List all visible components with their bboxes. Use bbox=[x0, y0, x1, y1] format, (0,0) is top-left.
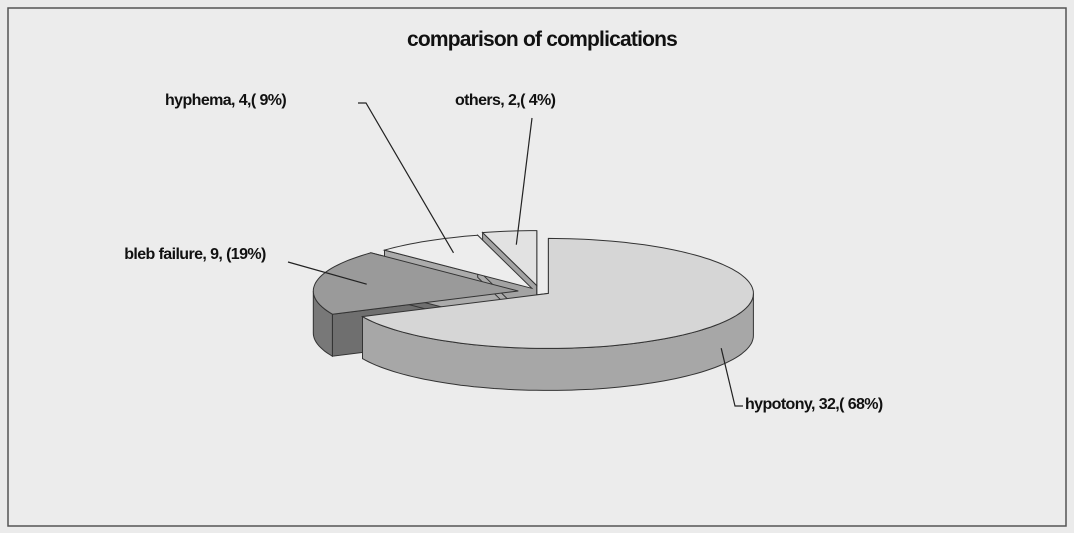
leader-line bbox=[287, 261, 367, 285]
leader-line bbox=[358, 102, 455, 254]
slice bbox=[382, 234, 534, 290]
data-label: hypotony, 32,( 68%) bbox=[745, 396, 883, 413]
data-label: hyphema, 4,( 9%) bbox=[165, 92, 287, 109]
data-label: others, 2,( 4%) bbox=[455, 92, 556, 109]
leader-line bbox=[720, 348, 743, 407]
slice bbox=[481, 230, 538, 287]
slice bbox=[312, 252, 519, 315]
chart-title: comparison of complications bbox=[407, 28, 677, 51]
data-label: bleb failure, 9, (19%) bbox=[124, 246, 266, 263]
slice bbox=[360, 237, 754, 349]
leader-line bbox=[515, 117, 533, 245]
